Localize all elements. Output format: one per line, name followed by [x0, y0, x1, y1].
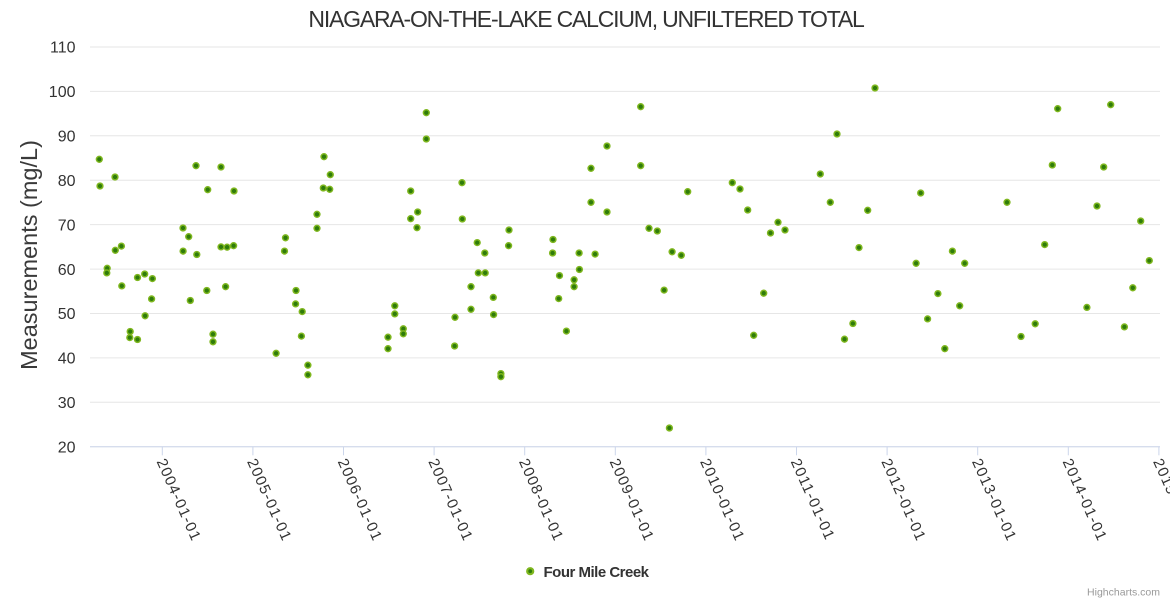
svg-text:Highcharts.com: Highcharts.com	[1087, 587, 1160, 599]
svg-text:Measurements (mg/L): Measurements (mg/L)	[16, 140, 42, 370]
svg-text:110: 110	[50, 40, 76, 57]
svg-text:20: 20	[58, 439, 76, 456]
svg-text:60: 60	[58, 262, 76, 279]
svg-text:90: 90	[58, 129, 76, 146]
svg-text:Four Mile Creek: Four Mile Creek	[544, 564, 650, 581]
svg-text:NIAGARA-ON-THE-LAKE CALCIUM, U: NIAGARA-ON-THE-LAKE CALCIUM, UNFILTERED …	[308, 6, 865, 32]
svg-text:80: 80	[58, 173, 76, 190]
svg-text:40: 40	[58, 351, 76, 368]
svg-text:100: 100	[49, 84, 76, 101]
svg-text:50: 50	[58, 306, 76, 323]
svg-text:70: 70	[58, 217, 76, 234]
svg-text:30: 30	[58, 395, 76, 412]
